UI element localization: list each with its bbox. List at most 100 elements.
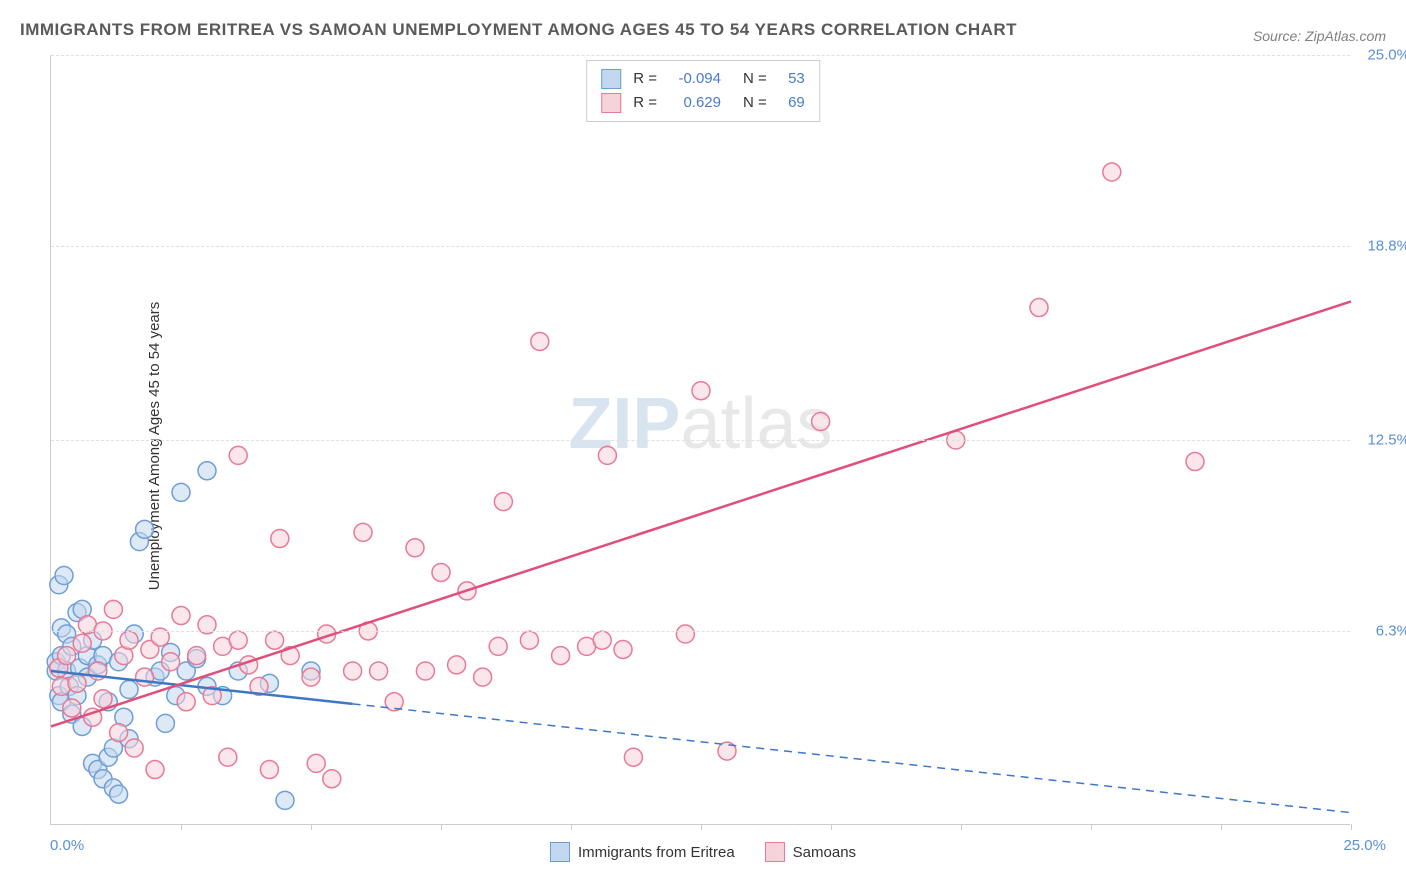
x-tick-mark (961, 824, 962, 830)
legend-label: Samoans (793, 844, 856, 861)
scatter-point (94, 690, 112, 708)
x-tick-mark (441, 824, 442, 830)
scatter-point (307, 754, 325, 772)
scatter-point (432, 563, 450, 581)
scatter-point (104, 600, 122, 618)
x-tick-mark (701, 824, 702, 830)
gridline (51, 631, 1350, 632)
scatter-point (1030, 299, 1048, 317)
legend-swatch (601, 93, 621, 113)
x-tick-mark (1351, 824, 1352, 830)
scatter-point (63, 699, 81, 717)
scatter-point (354, 523, 372, 541)
scatter-point (598, 446, 616, 464)
scatter-point (172, 607, 190, 625)
scatter-point (52, 677, 70, 695)
trend-line-solid (51, 301, 1351, 726)
y-tick-label: 18.8% (1367, 237, 1406, 254)
scatter-point (125, 739, 143, 757)
scatter-point (55, 567, 73, 585)
legend-stat-row: R = 0.629 N = 69 (601, 91, 805, 115)
legend-label: Immigrants from Eritrea (578, 844, 735, 861)
scatter-point (676, 625, 694, 643)
legend-stat-row: R = -0.094 N = 53 (601, 67, 805, 91)
scatter-point (531, 332, 549, 350)
scatter-point (146, 761, 164, 779)
scatter-point (692, 382, 710, 400)
scatter-point (229, 446, 247, 464)
scatter-point (489, 637, 507, 655)
scatter-point (198, 462, 216, 480)
scatter-point (276, 791, 294, 809)
chart-plot-area: ZIPatlas 6.3%12.5%18.8%25.0% (50, 55, 1350, 825)
scatter-point (58, 647, 76, 665)
y-tick-label: 25.0% (1367, 47, 1406, 64)
scatter-point (136, 520, 154, 538)
scatter-point (110, 724, 128, 742)
x-tick-mark (1221, 824, 1222, 830)
scatter-point (448, 656, 466, 674)
series-legend: Immigrants from Eritrea Samoans (550, 842, 856, 862)
stat-n-value: 53 (775, 67, 805, 91)
scatter-point (474, 668, 492, 686)
scatter-point (406, 539, 424, 557)
stat-n-value: 69 (775, 91, 805, 115)
chart-title: IMMIGRANTS FROM ERITREA VS SAMOAN UNEMPL… (20, 20, 1017, 40)
legend-swatch (550, 842, 570, 862)
scatter-point (73, 634, 91, 652)
y-tick-label: 6.3% (1376, 622, 1406, 639)
x-axis-max-label: 25.0% (1343, 837, 1386, 854)
scatter-point (614, 640, 632, 658)
scatter-point (120, 631, 138, 649)
x-tick-mark (311, 824, 312, 830)
scatter-point (302, 668, 320, 686)
stat-r-value: 0.629 (665, 91, 721, 115)
stat-r-label: R = (633, 67, 657, 91)
trend-line-dashed (353, 704, 1351, 813)
scatter-point (229, 631, 247, 649)
x-tick-mark (1091, 824, 1092, 830)
scatter-point (271, 530, 289, 548)
scatter-point (1186, 453, 1204, 471)
scatter-point (494, 493, 512, 511)
scatter-point (172, 483, 190, 501)
legend-item: Immigrants from Eritrea (550, 842, 735, 862)
scatter-point (177, 693, 195, 711)
legend-swatch (765, 842, 785, 862)
stat-r-value: -0.094 (665, 67, 721, 91)
scatter-point (120, 680, 138, 698)
x-axis-origin-label: 0.0% (50, 837, 84, 854)
scatter-point (219, 748, 237, 766)
x-tick-mark (181, 824, 182, 830)
gridline (51, 440, 1350, 441)
scatter-point (520, 631, 538, 649)
scatter-point (110, 785, 128, 803)
scatter-point (812, 413, 830, 431)
scatter-point (344, 662, 362, 680)
stat-n-label: N = (743, 91, 767, 115)
stat-n-label: N = (743, 67, 767, 91)
scatter-point (370, 662, 388, 680)
scatter-point (593, 631, 611, 649)
scatter-point (416, 662, 434, 680)
stat-r-label: R = (633, 91, 657, 115)
scatter-point (624, 748, 642, 766)
scatter-point (156, 714, 174, 732)
legend-swatch (601, 69, 621, 89)
correlation-legend: R = -0.094 N = 53 R = 0.629 N = 69 (586, 60, 820, 122)
scatter-point (68, 674, 86, 692)
scatter-point (323, 770, 341, 788)
x-tick-mark (571, 824, 572, 830)
legend-item: Samoans (765, 842, 856, 862)
scatter-point (552, 647, 570, 665)
scatter-point (266, 631, 284, 649)
scatter-point (260, 761, 278, 779)
gridline (51, 55, 1350, 56)
source-attribution: Source: ZipAtlas.com (1253, 28, 1386, 44)
scatter-point (136, 668, 154, 686)
scatter-point (162, 653, 180, 671)
x-tick-mark (831, 824, 832, 830)
y-tick-label: 12.5% (1367, 432, 1406, 449)
scatter-point (1103, 163, 1121, 181)
scatter-point (188, 647, 206, 665)
